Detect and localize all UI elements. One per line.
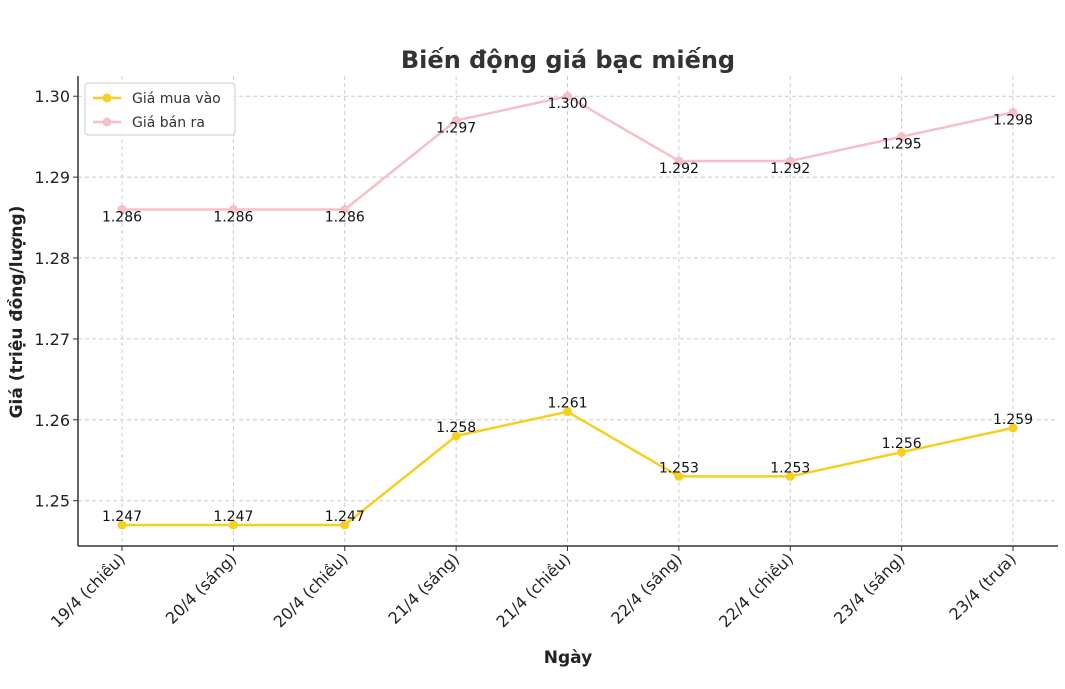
data-point [117,520,127,530]
data-label: 1.286 [213,209,253,225]
data-label: 1.247 [213,509,253,525]
grid [78,76,1058,546]
y-tick-label: 1.28 [34,249,70,268]
legend-label: Giá mua vào [132,91,221,107]
data-label: 1.258 [436,420,476,436]
data-point [228,520,238,530]
data-label: 1.295 [882,137,922,153]
legend: Giá mua vào Giá bán ra [84,82,236,136]
data-point [1008,107,1018,117]
data-label: 1.247 [325,509,365,525]
y-tick-label: 1.26 [34,411,70,430]
y-tick-label: 1.25 [34,492,70,511]
data-label: 1.298 [993,112,1033,128]
x-tick-label: 21/4 (chiều) [492,549,574,631]
x-ticks: 19/4 (chiều) 20/4 (sáng) 20/4 (chiều) 21/4 … [47,546,1020,631]
chart-title: Biến động giá bạc miếng [401,46,735,74]
legend-box [84,82,236,136]
data-point [785,156,795,166]
y-tick-label: 1.29 [34,168,70,187]
data-label: 1.286 [325,209,365,225]
x-tick-label: 19/4 (chiều) [47,549,129,631]
data-label: 1.261 [547,396,587,412]
data-label: 1.297 [436,120,476,136]
legend-swatch-marker [102,117,112,127]
data-label: 1.286 [102,209,142,225]
x-tick-label: 22/4 (chiều) [715,549,797,631]
data-label: 1.292 [770,161,810,177]
data-point [674,156,684,166]
data-point [340,204,350,214]
data-point [785,471,795,481]
data-point [228,204,238,214]
data-labels: 1.247 1.247 1.247 1.258 1.261 1.253 1.253 1.256… [102,96,1033,525]
data-label: 1.247 [102,509,142,525]
data-point [117,204,127,214]
data-point [897,447,907,457]
series-layer [117,91,1018,530]
data-point [563,407,572,417]
data-point [340,520,350,530]
data-label: 1.253 [659,460,699,476]
data-label: 1.256 [882,436,922,452]
x-tick-label: 23/4 (trưa) [945,549,1019,623]
x-tick-label: 20/4 (sáng) [162,549,240,627]
data-point [897,132,907,142]
legend-swatch-marker [102,93,112,103]
data-label: 1.300 [547,96,587,112]
x-tick-label: 22/4 (sáng) [607,549,685,627]
x-tick-label: 20/4 (chiều) [270,549,352,631]
data-label: 1.259 [993,412,1033,428]
x-tick-label: 23/4 (sáng) [830,549,908,627]
legend-label: Giá bán ra [132,115,205,131]
y-ticks: 1.25 1.26 1.27 1.28 1.29 1.30 [34,87,78,511]
data-point [563,91,572,101]
x-axis-label: Ngày [544,648,592,668]
data-point [451,115,461,125]
y-tick-label: 1.30 [34,87,70,106]
data-point [1008,423,1018,433]
x-tick-label: 21/4 (sáng) [385,549,463,627]
data-point [451,431,461,441]
data-label: 1.253 [770,460,810,476]
data-label: 1.292 [659,161,699,177]
y-tick-label: 1.27 [34,330,70,349]
y-axis-label: Giá (triệu đồng/lượng) [6,206,27,419]
data-point [674,471,684,481]
